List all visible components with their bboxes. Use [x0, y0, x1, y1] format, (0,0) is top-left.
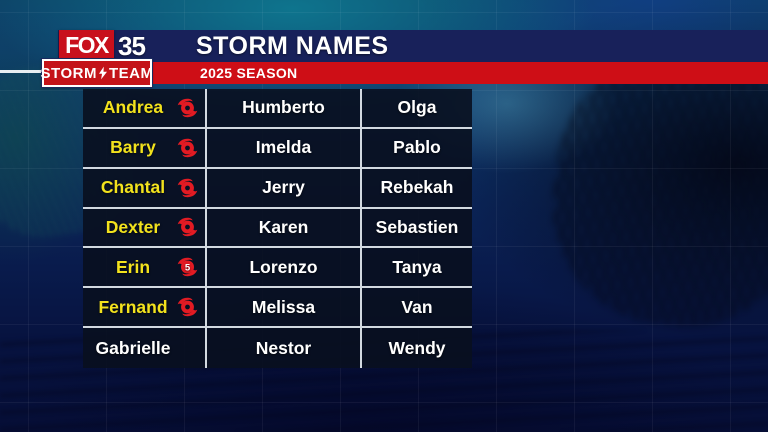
storm-name: Fernand: [98, 296, 168, 317]
storm-names-table: Andrea Humberto Olga Barry Imel: [83, 89, 472, 368]
storm-team-badge: STORM TEAM: [40, 59, 154, 87]
storm-cell-karen: Karen: [207, 208, 362, 249]
storm-cell-jerry: Jerry: [207, 168, 362, 209]
storm-name: Barry: [110, 137, 156, 158]
storm-cell-pablo: Pablo: [362, 129, 472, 169]
hurricane-icon: [176, 96, 199, 119]
storm-cell-tanya: Tanya: [362, 248, 472, 289]
storm-name: Erin: [115, 256, 151, 277]
fox-logo: FOX: [59, 30, 114, 61]
lightning-bolt-icon: [98, 66, 107, 80]
storm-cell-gabrielle: Gabrielle: [83, 328, 207, 368]
graphic-title: STORM NAMES: [196, 31, 389, 60]
storm-cell-van: Van: [362, 288, 472, 329]
storm-cell-imelda: Imelda: [207, 128, 362, 169]
storm-cell-sebastien: Sebastien: [362, 209, 472, 249]
hurricane-icon: [176, 216, 199, 239]
badge-team-label: TEAM: [108, 64, 154, 82]
channel-number: 35: [118, 30, 146, 61]
category-number: 5: [185, 263, 191, 274]
hurricane-icon: [176, 136, 199, 159]
storm-cell-melissa: Melissa: [207, 288, 362, 329]
storm-cell-humberto: Humberto: [207, 89, 362, 129]
storm-cell-andrea: Andrea: [83, 89, 207, 129]
storm-cell-barry: Barry: [83, 128, 207, 169]
storm-cell-olga: Olga: [362, 89, 472, 129]
storm-cell-dexter: Dexter: [83, 208, 207, 249]
storm-name: Gabrielle: [95, 337, 171, 358]
storm-cell-lorenzo: Lorenzo: [207, 248, 362, 289]
storm-cell-erin: Erin 5: [83, 248, 207, 289]
season-banner: 2025 SEASON: [148, 62, 768, 84]
title-banner: 35 STORM NAMES: [58, 30, 768, 62]
storm-name: Andrea: [102, 97, 164, 118]
hurricane-category-5-icon: 5: [176, 256, 199, 279]
storm-cell-fernand: Fernand: [83, 288, 207, 329]
storm-name: Dexter: [105, 216, 161, 237]
storm-cell-chantal: Chantal: [83, 168, 207, 209]
badge-connector-line: [0, 70, 44, 73]
storm-cell-rebekah: Rebekah: [362, 169, 472, 209]
storm-name: Chantal: [100, 177, 166, 198]
hurricane-icon: [176, 176, 199, 199]
storm-cell-wendy: Wendy: [388, 337, 446, 358]
storm-cell-nestor: Nestor: [207, 328, 362, 368]
hurricane-icon: [176, 296, 199, 319]
season-label: 2025 SEASON: [200, 65, 298, 81]
badge-storm-label: STORM: [40, 64, 97, 82]
